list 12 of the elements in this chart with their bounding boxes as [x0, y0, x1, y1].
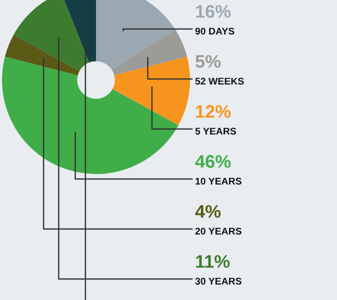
- slice-label: 20 YEARS: [195, 228, 242, 235]
- slice-label: 30 YEARS: [195, 278, 242, 285]
- data-label: 5%: [196, 55, 221, 68]
- data-label: 16%: [196, 5, 231, 18]
- slice-label: 10 YEARS: [196, 178, 242, 185]
- slice-label: 90 DAYS: [195, 28, 234, 35]
- data-label: 46%: [195, 155, 231, 168]
- data-label: 11%: [196, 255, 230, 268]
- slice-label: 5 YEARS: [195, 128, 236, 135]
- data-label: 4%: [195, 205, 221, 218]
- slice-label: 52 WEEKS: [195, 78, 244, 85]
- data-label: 12%: [196, 105, 231, 118]
